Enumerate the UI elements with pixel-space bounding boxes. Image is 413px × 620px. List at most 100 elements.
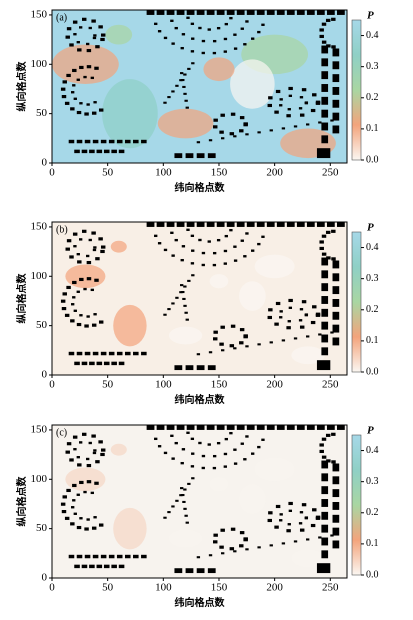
building <box>176 10 185 15</box>
building <box>281 339 286 342</box>
building <box>95 460 100 464</box>
building <box>116 351 123 356</box>
building <box>207 28 211 31</box>
building <box>73 33 77 36</box>
building <box>94 66 99 70</box>
building <box>100 33 106 37</box>
building <box>321 499 329 507</box>
x-tick-label: 200 <box>266 167 283 179</box>
building <box>72 483 77 488</box>
building <box>223 452 228 456</box>
building <box>70 107 75 111</box>
building <box>223 50 227 53</box>
building <box>182 297 186 300</box>
building <box>216 10 225 15</box>
building <box>116 139 123 144</box>
field-patch <box>110 240 127 253</box>
building <box>266 10 275 15</box>
building <box>124 139 131 144</box>
building <box>216 441 221 445</box>
field-patch <box>291 549 325 568</box>
building <box>261 438 265 441</box>
building <box>332 311 340 320</box>
building <box>79 277 84 282</box>
building <box>190 234 195 238</box>
building <box>245 232 249 235</box>
building <box>321 234 327 238</box>
building <box>70 522 75 526</box>
building <box>100 554 107 559</box>
building <box>212 263 217 267</box>
building <box>73 512 77 515</box>
building <box>243 255 247 258</box>
building <box>274 525 279 529</box>
building <box>157 30 162 33</box>
building <box>111 564 117 569</box>
y-axis-label: 纵向格点数 <box>15 273 28 324</box>
y-tick-label: 150 <box>31 8 48 20</box>
colorbar-tick-label: 0.2 <box>366 92 379 103</box>
building <box>240 239 244 242</box>
building <box>69 458 74 462</box>
building <box>318 121 322 124</box>
building <box>103 361 110 366</box>
building <box>60 502 66 506</box>
building <box>167 308 171 311</box>
building <box>93 246 97 249</box>
building <box>316 360 331 371</box>
building <box>332 74 340 83</box>
building <box>321 58 329 67</box>
building <box>62 495 67 499</box>
building <box>321 437 327 441</box>
building <box>72 280 77 285</box>
building <box>190 437 195 441</box>
panel: (b) 0 50 100 150 200 250 0 50 100 150 纬向格点数 纵向格点数 0.0… <box>15 220 379 406</box>
building <box>286 529 291 533</box>
building <box>266 222 275 227</box>
building <box>76 78 80 81</box>
building <box>146 425 155 430</box>
building <box>100 245 106 249</box>
building <box>76 554 83 559</box>
building <box>196 556 201 559</box>
building <box>171 302 175 305</box>
building <box>174 365 183 371</box>
building <box>288 501 293 506</box>
building <box>326 425 335 430</box>
building <box>257 30 261 34</box>
building <box>91 19 96 23</box>
building <box>163 313 167 316</box>
building <box>141 139 147 144</box>
y-tick-label: 50 <box>36 319 48 331</box>
building <box>321 257 329 266</box>
building <box>76 110 82 115</box>
building <box>279 310 283 313</box>
building <box>256 10 265 15</box>
building <box>233 135 237 138</box>
building <box>316 563 331 574</box>
building <box>64 313 70 317</box>
building <box>287 108 291 111</box>
building <box>239 129 244 133</box>
x-tick-label: 250 <box>322 582 339 594</box>
building <box>86 457 90 461</box>
building <box>71 91 75 94</box>
building <box>316 10 325 15</box>
building <box>73 309 77 312</box>
building <box>267 315 273 320</box>
building <box>84 351 91 356</box>
x-tick-label: 100 <box>155 379 172 391</box>
building <box>319 28 324 32</box>
building <box>191 62 195 65</box>
building <box>90 491 94 495</box>
building <box>318 333 322 336</box>
building <box>93 516 97 519</box>
building <box>230 324 236 328</box>
building <box>216 238 221 242</box>
building <box>86 480 92 484</box>
building <box>332 540 340 549</box>
building <box>206 222 215 227</box>
colorbar-tick-label: 0.0 <box>366 154 379 165</box>
building <box>246 425 255 430</box>
building <box>133 139 139 144</box>
